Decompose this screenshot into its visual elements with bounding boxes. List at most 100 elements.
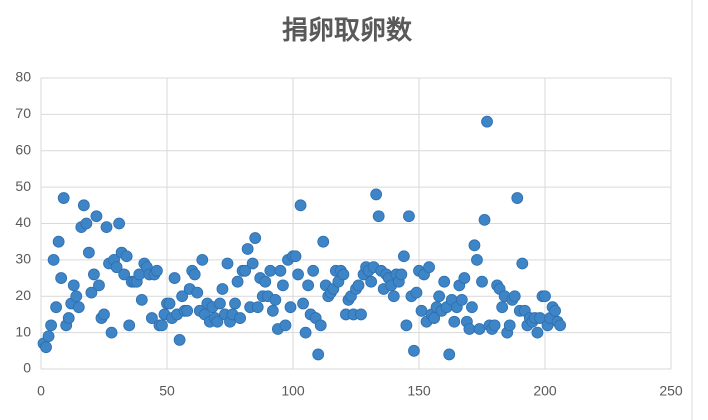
point xyxy=(110,261,123,274)
point xyxy=(168,272,181,284)
point xyxy=(433,290,446,303)
point xyxy=(163,297,176,310)
point xyxy=(370,188,383,201)
point xyxy=(188,268,201,281)
point xyxy=(239,264,252,277)
point xyxy=(372,210,385,223)
point xyxy=(302,279,315,292)
point xyxy=(284,301,297,314)
point xyxy=(82,246,95,259)
x-tick-label: 0 xyxy=(37,383,45,399)
point xyxy=(294,199,307,212)
point xyxy=(428,312,441,324)
point xyxy=(410,286,423,299)
point xyxy=(365,275,378,288)
x-tick-label: 150 xyxy=(407,383,431,399)
x-tick-label: 100 xyxy=(281,383,305,399)
point xyxy=(135,293,148,306)
point xyxy=(312,348,325,361)
point xyxy=(45,319,57,332)
point xyxy=(317,235,330,248)
point xyxy=(355,308,367,321)
x-tick-label: 250 xyxy=(659,383,683,399)
point xyxy=(471,253,483,266)
y-tick-label: 60 xyxy=(15,141,31,157)
point xyxy=(274,264,287,277)
point xyxy=(88,268,100,281)
point xyxy=(100,221,113,234)
point xyxy=(85,286,98,299)
point xyxy=(496,301,509,314)
point xyxy=(476,275,488,288)
y-tick-label: 20 xyxy=(15,287,31,303)
point xyxy=(554,319,567,332)
point xyxy=(481,115,493,128)
chart-title: 捐卵取卵数 xyxy=(282,15,413,45)
y-tick-label: 70 xyxy=(15,105,31,121)
point xyxy=(47,253,60,266)
point xyxy=(93,279,105,292)
point xyxy=(229,297,241,310)
point xyxy=(173,333,186,346)
point xyxy=(297,297,309,310)
point xyxy=(67,279,80,292)
point xyxy=(488,319,501,332)
x-tick-label: 200 xyxy=(533,383,557,399)
point xyxy=(40,341,52,354)
y-tick-label: 50 xyxy=(15,178,31,194)
point xyxy=(123,319,136,332)
point xyxy=(292,268,304,281)
y-tick-label: 0 xyxy=(23,360,31,376)
point xyxy=(211,315,224,328)
point xyxy=(408,344,420,357)
point xyxy=(455,293,468,306)
point xyxy=(90,210,103,223)
point xyxy=(463,323,476,335)
point xyxy=(539,290,551,303)
point xyxy=(42,330,55,343)
point xyxy=(77,199,90,212)
point xyxy=(151,264,163,277)
point xyxy=(105,326,118,339)
point xyxy=(443,348,456,361)
point xyxy=(299,326,312,339)
point xyxy=(259,275,272,288)
point xyxy=(113,217,126,230)
point xyxy=(508,290,521,303)
point xyxy=(98,308,110,321)
point xyxy=(352,279,365,292)
point xyxy=(314,319,327,332)
y-tick-label: 30 xyxy=(15,251,31,267)
point xyxy=(52,235,65,248)
point xyxy=(246,257,259,270)
point xyxy=(269,293,282,306)
point xyxy=(531,326,544,339)
point xyxy=(80,217,93,230)
point xyxy=(118,268,131,281)
point xyxy=(397,250,410,263)
point xyxy=(458,272,471,284)
point xyxy=(231,275,244,288)
y-tick-label: 80 xyxy=(15,69,31,85)
point xyxy=(62,312,75,324)
point xyxy=(478,213,491,226)
point xyxy=(549,304,561,317)
point xyxy=(466,301,478,314)
point xyxy=(415,304,428,317)
point xyxy=(277,279,289,292)
point xyxy=(57,192,70,204)
point xyxy=(176,290,189,303)
point xyxy=(266,304,279,317)
point xyxy=(438,275,451,288)
point xyxy=(400,319,413,332)
point xyxy=(55,272,68,284)
point xyxy=(503,319,516,332)
point xyxy=(70,290,83,303)
point xyxy=(181,304,194,317)
point xyxy=(264,264,277,277)
point xyxy=(214,297,226,310)
point xyxy=(511,192,524,204)
point xyxy=(234,312,246,324)
point xyxy=(337,268,350,281)
